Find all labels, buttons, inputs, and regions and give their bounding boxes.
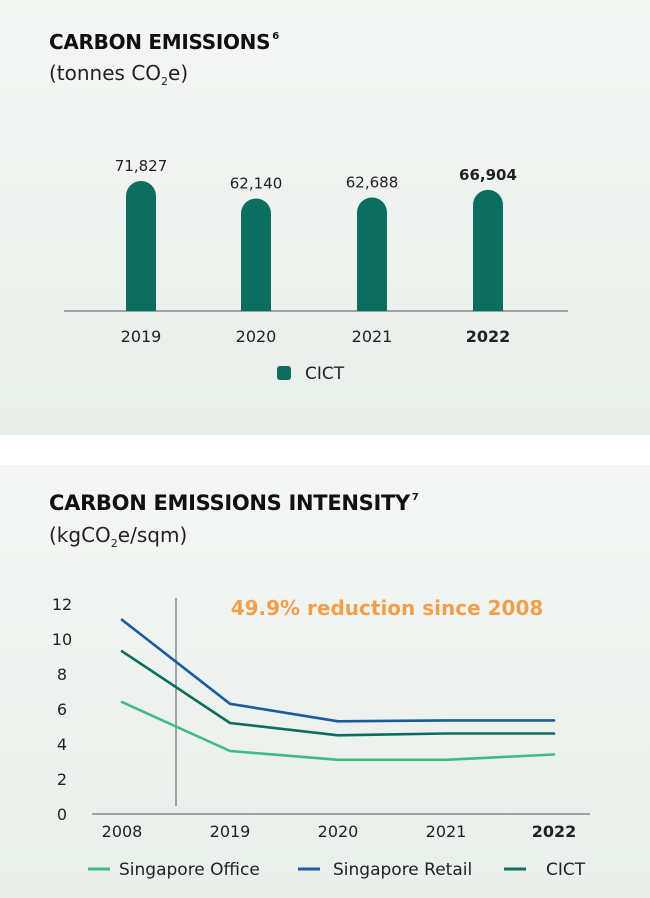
unit-subscript: 2 <box>110 537 118 550</box>
carbon-emissions-bar-chart: 71,827 2019 62,140 2020 62,688 2021 66,904 2022… <box>64 157 568 384</box>
bar-2021 <box>357 197 387 311</box>
y-tick-0: 0 <box>57 805 67 824</box>
carbon-intensity-unit: (kgCO2e/sqm) <box>49 523 188 550</box>
carbon-intensity-line-chart: 0 2 4 6 8 10 12 2008 2019 2020 2021 2022 49.9% reduc… <box>52 595 590 880</box>
y-tick-4: 4 <box>57 735 67 754</box>
reduction-annotation: 49.9% reduction since 2008 <box>231 596 544 620</box>
legend-swatch-cict <box>277 366 291 380</box>
unit-text-post: e/sqm) <box>117 523 188 547</box>
legend-label-cict: CICT <box>305 364 345 384</box>
carbon-emissions-title-text: CARBON EMISSIONS <box>49 30 271 54</box>
x-tick-2019: 2019 <box>121 327 162 346</box>
unit-text-pre: (kgCO <box>49 523 111 547</box>
x-tick-2021: 2021 <box>352 327 393 346</box>
carbon-emissions-unit: (tonnes CO2e) <box>49 61 189 88</box>
y-tick-8: 8 <box>57 665 67 684</box>
y-tick-10: 10 <box>52 630 72 649</box>
carbon-intensity-footnote: 7 <box>411 492 419 503</box>
carbon-intensity-title: CARBON EMISSIONS INTENSITY 7 <box>49 491 419 515</box>
bar-2022 <box>473 189 504 311</box>
unit-text-pre: (tonnes CO <box>49 61 162 85</box>
bar-2020 <box>241 198 271 311</box>
x-tick-2022: 2022 <box>532 822 577 841</box>
bar-2019 <box>126 181 156 311</box>
series-line-singapore-retail <box>120 618 556 723</box>
data-label-2021: 62,688 <box>346 174 399 192</box>
unit-subscript: 2 <box>161 75 169 88</box>
carbon-emissions-panel: CARBON EMISSIONS 6 (tonnes CO2e) 71,827 20… <box>0 0 650 435</box>
y-tick-6: 6 <box>57 700 67 719</box>
x-tick-2021: 2021 <box>426 822 467 841</box>
data-label-2019: 71,827 <box>115 157 168 175</box>
data-label-2020: 62,140 <box>230 175 283 193</box>
x-tick-2020: 2020 <box>236 327 277 346</box>
legend-label-singapore-retail: Singapore Retail <box>333 860 472 880</box>
carbon-intensity-panel: CARBON EMISSIONS INTENSITY 7 (kgCO2e/sqm)… <box>0 465 650 898</box>
legend-label-singapore-office: Singapore Office <box>119 860 260 880</box>
y-tick-2: 2 <box>57 770 67 789</box>
x-tick-2022: 2022 <box>466 327 511 346</box>
legend-label-cict: CICT <box>546 860 586 880</box>
x-tick-2019: 2019 <box>210 822 251 841</box>
x-tick-2020: 2020 <box>318 822 359 841</box>
y-tick-12: 12 <box>52 595 72 614</box>
series-line-singapore-office <box>120 700 556 762</box>
carbon-emissions-footnote: 6 <box>272 31 279 42</box>
carbon-emissions-title: CARBON EMISSIONS 6 <box>49 30 279 54</box>
carbon-intensity-title-text: CARBON EMISSIONS INTENSITY <box>49 491 410 515</box>
series-line-cict <box>120 650 556 737</box>
data-label-2022: 66,904 <box>459 166 517 184</box>
x-tick-2008: 2008 <box>102 822 143 841</box>
unit-text-post: e) <box>168 61 189 85</box>
